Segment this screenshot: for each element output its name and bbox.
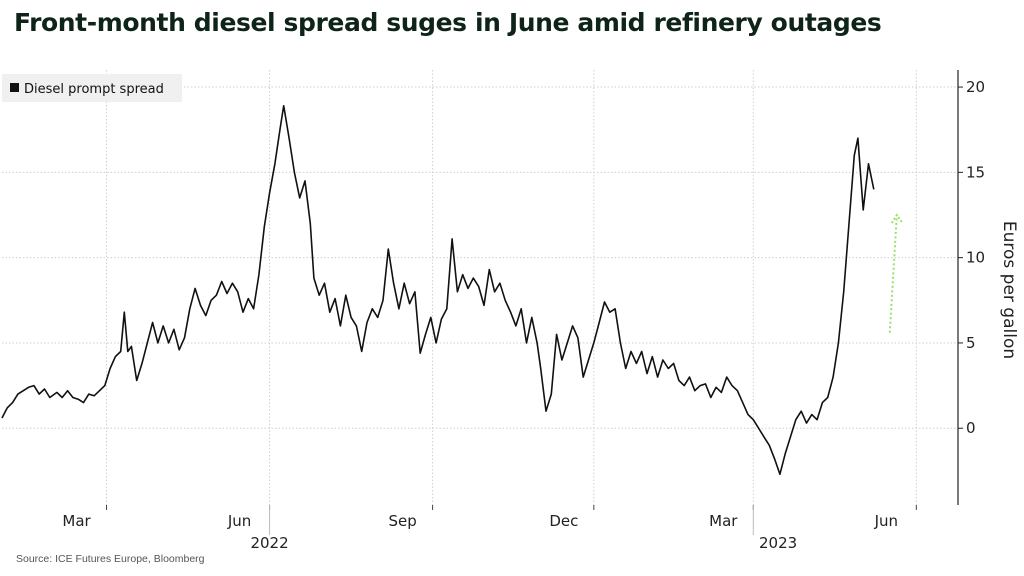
x-tick-label: Mar <box>62 512 91 530</box>
legend: Diesel prompt spread <box>2 74 182 102</box>
year-label: 2022 <box>250 534 288 552</box>
y-axis-label: Euros per gallon <box>999 221 1019 359</box>
y-tick-label: 20 <box>966 78 985 96</box>
y-tick-label: 0 <box>966 419 976 437</box>
x-tick-label: Jun <box>874 512 898 530</box>
x-tick-label: Dec <box>549 512 578 530</box>
x-tick-label: Mar <box>709 512 738 530</box>
y-tick-label: 5 <box>966 334 976 352</box>
source-note: Source: ICE Futures Europe, Bloomberg <box>16 553 205 565</box>
legend-swatch <box>10 83 19 92</box>
gridlines <box>2 70 958 505</box>
y-tick-label: 10 <box>966 249 985 267</box>
annotation-arrow <box>888 213 903 333</box>
chart-title: Front-month diesel spread suges in June … <box>14 8 882 37</box>
legend-label: Diesel prompt spread <box>24 82 164 97</box>
y-tick-label: 15 <box>966 163 985 181</box>
x-tick-label: Jun <box>227 512 251 530</box>
y-axis: 0 5 10 15 20 <box>957 70 985 505</box>
year-label: 2023 <box>759 534 797 552</box>
arrow-head <box>890 213 903 224</box>
legend-background <box>2 74 182 102</box>
arrow-shaft <box>888 214 898 333</box>
x-axis: Mar Jun Sep Dec Mar Jun 2022 2023 <box>62 505 917 552</box>
series-line-diesel-prompt-spread <box>1 105 875 476</box>
x-tick-label: Sep <box>388 512 416 530</box>
